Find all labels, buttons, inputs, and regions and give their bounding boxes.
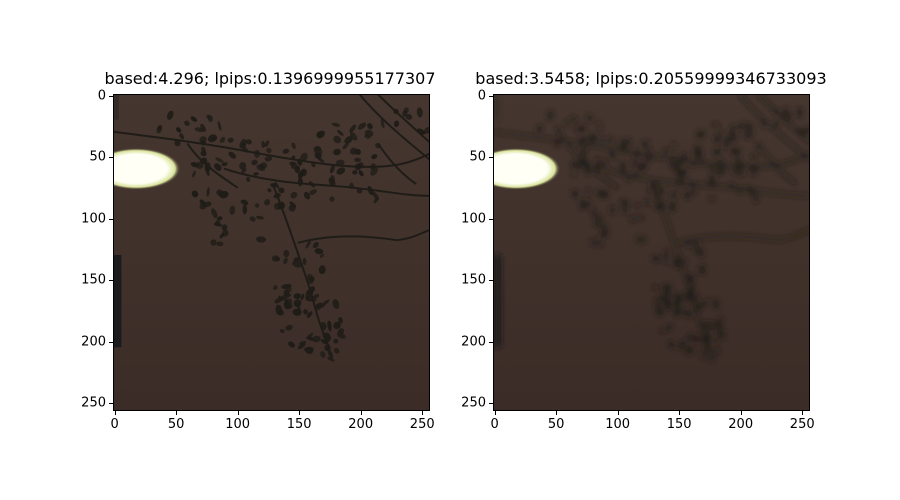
night-photo	[494, 95, 809, 410]
x-tick	[679, 411, 681, 415]
y-tick-label: 50	[89, 149, 106, 165]
x-tick-label: 150	[666, 417, 692, 432]
y-tick	[109, 157, 113, 159]
tree-silhouette	[494, 95, 809, 362]
x-tick	[299, 411, 301, 415]
x-tick-label: 200	[728, 417, 754, 432]
y-tick-label: 250	[461, 395, 486, 411]
y-tick-label: 150	[81, 272, 106, 288]
y-tick	[109, 218, 113, 220]
y-tick-label: 150	[461, 272, 486, 288]
x-tick	[617, 411, 619, 415]
x-tick-label: 50	[547, 417, 565, 432]
y-tick	[109, 341, 113, 343]
x-tick-label: 100	[225, 417, 251, 432]
y-tick	[109, 95, 113, 97]
y-tick	[489, 157, 493, 159]
y-tick-label: 0	[97, 88, 106, 104]
x-tick	[494, 411, 496, 415]
y-tick	[489, 341, 493, 343]
y-tick-label: 200	[81, 334, 106, 350]
x-tick-label: 0	[490, 417, 499, 432]
y-tick	[489, 95, 493, 97]
y-tick	[109, 403, 113, 405]
y-tick	[489, 403, 493, 405]
y-tick-label: 100	[461, 211, 486, 227]
y-tick-label: 0	[477, 88, 486, 104]
x-tick	[176, 411, 178, 415]
panel-1-title: based:4.296; lpips:0.1396999955177307	[104, 69, 436, 88]
x-tick-label: 150	[286, 417, 312, 432]
x-tick	[360, 411, 362, 415]
x-tick	[740, 411, 742, 415]
y-tick-label: 100	[81, 211, 106, 227]
y-tick-label: 200	[461, 334, 486, 350]
tree-silhouette	[114, 95, 429, 362]
x-tick	[422, 411, 424, 415]
y-tick-label: 50	[469, 149, 486, 165]
x-tick-label: 50	[167, 417, 185, 432]
x-tick-label: 250	[409, 417, 435, 432]
x-tick	[114, 411, 116, 415]
panel-2-image-axes	[493, 94, 810, 411]
night-photo	[114, 95, 429, 410]
x-tick-label: 100	[605, 417, 631, 432]
panel-1-image-axes	[113, 94, 430, 411]
x-tick-label: 0	[110, 417, 119, 432]
panel-2-title: based:3.5458; lpips:0.20559999346733093	[475, 69, 827, 88]
x-tick-label: 250	[789, 417, 815, 432]
x-tick	[802, 411, 804, 415]
y-tick	[489, 218, 493, 220]
y-tick-label: 250	[81, 395, 106, 411]
x-tick-label: 200	[348, 417, 374, 432]
y-tick	[109, 280, 113, 282]
y-tick	[489, 280, 493, 282]
x-tick	[237, 411, 239, 415]
x-tick	[556, 411, 558, 415]
